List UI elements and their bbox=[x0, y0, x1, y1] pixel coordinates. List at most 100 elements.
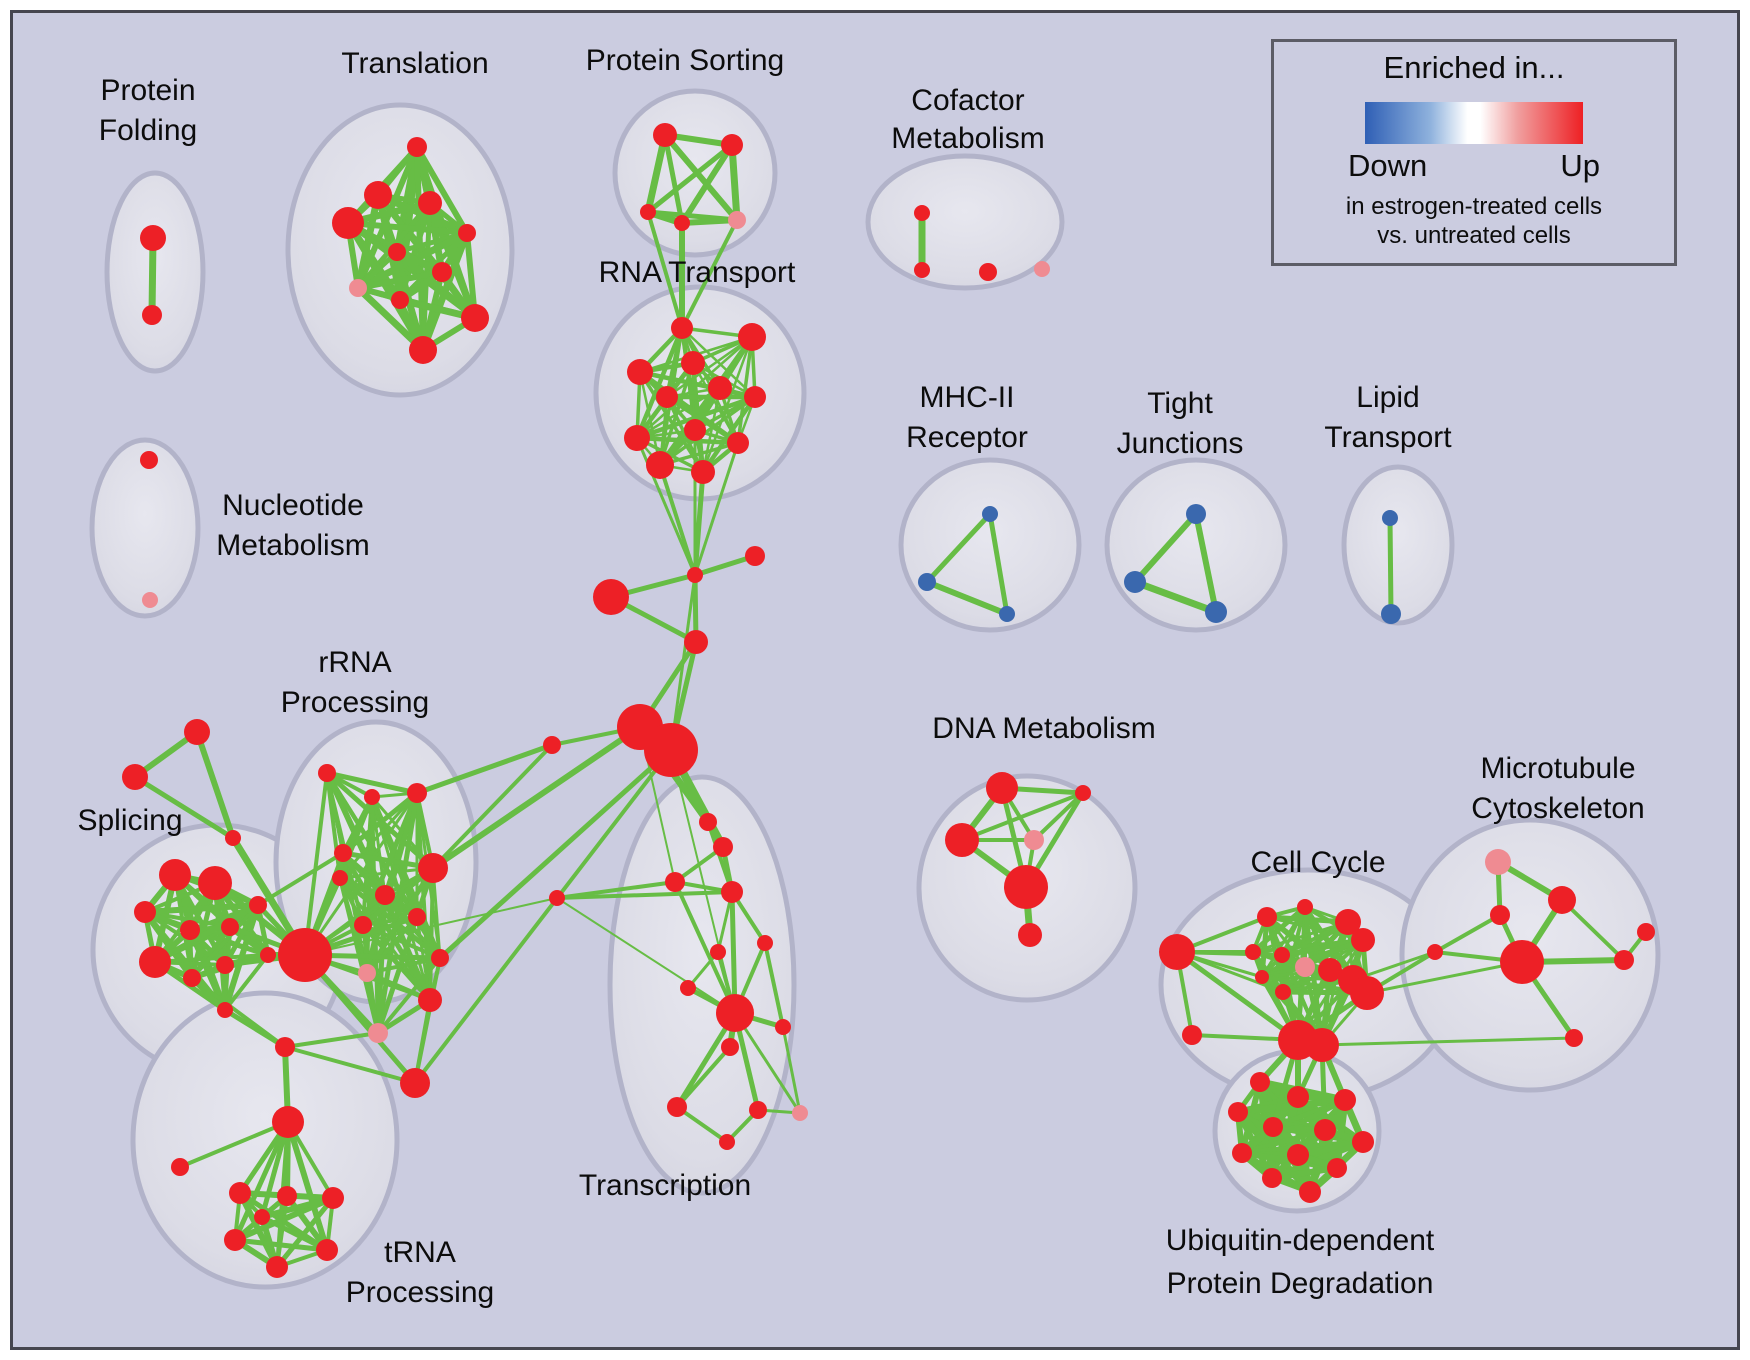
node-b1[interactable] bbox=[400, 1068, 430, 1098]
node-c3[interactable] bbox=[1034, 261, 1050, 277]
node-tx4[interactable] bbox=[549, 890, 565, 906]
node-q0[interactable] bbox=[171, 1158, 189, 1176]
node-rr3[interactable] bbox=[334, 844, 352, 862]
node-q5[interactable] bbox=[316, 1239, 338, 1261]
node-d5[interactable] bbox=[1018, 923, 1042, 947]
node-sp7[interactable] bbox=[216, 956, 234, 974]
node-t1[interactable] bbox=[364, 181, 392, 209]
node-r3[interactable] bbox=[681, 351, 705, 375]
node-cc13[interactable] bbox=[1182, 1025, 1202, 1045]
node-t10[interactable] bbox=[409, 336, 437, 364]
node-tx13[interactable] bbox=[792, 1105, 808, 1121]
node-rr4[interactable] bbox=[332, 870, 348, 886]
node-u6[interactable] bbox=[1352, 1131, 1374, 1153]
node-txh[interactable] bbox=[716, 994, 754, 1032]
node-r9[interactable] bbox=[727, 432, 749, 454]
node-rr1[interactable] bbox=[364, 789, 380, 805]
node-s3[interactable] bbox=[674, 215, 690, 231]
node-q6[interactable] bbox=[266, 1256, 288, 1278]
node-r10[interactable] bbox=[646, 451, 674, 479]
node-m0[interactable] bbox=[982, 506, 998, 522]
node-tx7[interactable] bbox=[680, 980, 696, 996]
node-x2[interactable] bbox=[225, 830, 241, 846]
node-pf1[interactable] bbox=[142, 305, 162, 325]
node-cc6[interactable] bbox=[1274, 947, 1290, 963]
node-mt5[interactable] bbox=[1614, 950, 1634, 970]
node-sp2[interactable] bbox=[134, 901, 156, 923]
node-v1[interactable] bbox=[745, 546, 765, 566]
node-nm1[interactable] bbox=[142, 592, 158, 608]
node-cc7[interactable] bbox=[1295, 957, 1315, 977]
node-q1[interactable] bbox=[229, 1182, 251, 1204]
node-sp9[interactable] bbox=[249, 896, 267, 914]
node-mt3[interactable] bbox=[1500, 940, 1544, 984]
node-t0[interactable] bbox=[407, 137, 427, 157]
node-sp4[interactable] bbox=[221, 918, 239, 936]
node-tx5[interactable] bbox=[710, 944, 726, 960]
node-r5[interactable] bbox=[656, 386, 678, 408]
node-mt0[interactable] bbox=[1485, 849, 1511, 875]
node-cc10[interactable] bbox=[1275, 984, 1291, 1000]
node-sp5[interactable] bbox=[139, 946, 171, 978]
node-c1[interactable] bbox=[914, 262, 930, 278]
node-v0[interactable] bbox=[687, 567, 703, 583]
node-t3[interactable] bbox=[332, 207, 364, 239]
node-r7[interactable] bbox=[684, 419, 706, 441]
node-v2[interactable] bbox=[593, 579, 629, 615]
node-cc5[interactable] bbox=[1245, 944, 1261, 960]
node-r1[interactable] bbox=[738, 323, 766, 351]
node-t9[interactable] bbox=[461, 304, 489, 332]
node-cc2[interactable] bbox=[1297, 899, 1313, 915]
node-u0[interactable] bbox=[1250, 1072, 1270, 1092]
node-rrhub[interactable] bbox=[278, 928, 332, 982]
node-u2[interactable] bbox=[1334, 1089, 1356, 1111]
node-sp6[interactable] bbox=[183, 969, 201, 987]
node-mt2[interactable] bbox=[1490, 905, 1510, 925]
node-tx11[interactable] bbox=[749, 1101, 767, 1119]
node-v3[interactable] bbox=[684, 630, 708, 654]
node-cc3[interactable] bbox=[1335, 909, 1361, 935]
node-q7[interactable] bbox=[254, 1209, 270, 1225]
node-u4[interactable] bbox=[1263, 1117, 1283, 1137]
node-r2[interactable] bbox=[627, 359, 653, 385]
node-d4[interactable] bbox=[1004, 865, 1048, 909]
node-d2[interactable] bbox=[945, 823, 979, 857]
node-rr8[interactable] bbox=[418, 853, 448, 883]
node-cc9[interactable] bbox=[1255, 970, 1269, 984]
node-u5[interactable] bbox=[1314, 1119, 1336, 1141]
node-d0[interactable] bbox=[986, 772, 1018, 804]
node-r4[interactable] bbox=[708, 376, 732, 400]
node-tx9[interactable] bbox=[721, 1038, 739, 1056]
node-sp3[interactable] bbox=[180, 920, 200, 940]
node-mt1[interactable] bbox=[1548, 886, 1576, 914]
node-q3[interactable] bbox=[322, 1187, 344, 1209]
node-rr6[interactable] bbox=[354, 916, 372, 934]
node-u1[interactable] bbox=[1287, 1086, 1309, 1108]
node-sp10[interactable] bbox=[260, 947, 276, 963]
node-r0[interactable] bbox=[671, 317, 693, 339]
node-t8[interactable] bbox=[391, 291, 409, 309]
node-cn[interactable] bbox=[275, 1037, 295, 1057]
node-g1[interactable] bbox=[1124, 571, 1146, 593]
node-c0[interactable] bbox=[914, 205, 930, 221]
node-t2[interactable] bbox=[418, 191, 442, 215]
node-tx3[interactable] bbox=[721, 881, 743, 903]
node-cc0[interactable] bbox=[1159, 934, 1195, 970]
node-t6[interactable] bbox=[432, 262, 452, 282]
node-r6[interactable] bbox=[744, 386, 766, 408]
node-u8[interactable] bbox=[1287, 1144, 1309, 1166]
node-h[interactable] bbox=[272, 1106, 304, 1138]
node-x0[interactable] bbox=[184, 719, 210, 745]
node-d3[interactable] bbox=[1024, 830, 1044, 850]
node-rr12[interactable] bbox=[368, 1023, 388, 1043]
node-rr5[interactable] bbox=[375, 885, 395, 905]
node-w0[interactable] bbox=[543, 736, 561, 754]
node-s1[interactable] bbox=[721, 134, 743, 156]
node-u7[interactable] bbox=[1232, 1143, 1252, 1163]
node-sp1[interactable] bbox=[198, 866, 232, 900]
node-l0[interactable] bbox=[1382, 510, 1398, 526]
node-q4[interactable] bbox=[224, 1229, 246, 1251]
node-rr2[interactable] bbox=[407, 783, 427, 803]
node-sp8[interactable] bbox=[217, 1002, 233, 1018]
node-m2[interactable] bbox=[999, 606, 1015, 622]
